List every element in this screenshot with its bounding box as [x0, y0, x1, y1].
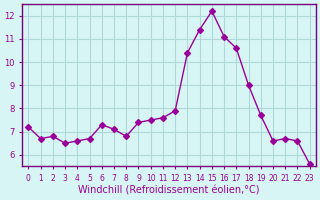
X-axis label: Windchill (Refroidissement éolien,°C): Windchill (Refroidissement éolien,°C)	[78, 186, 260, 196]
